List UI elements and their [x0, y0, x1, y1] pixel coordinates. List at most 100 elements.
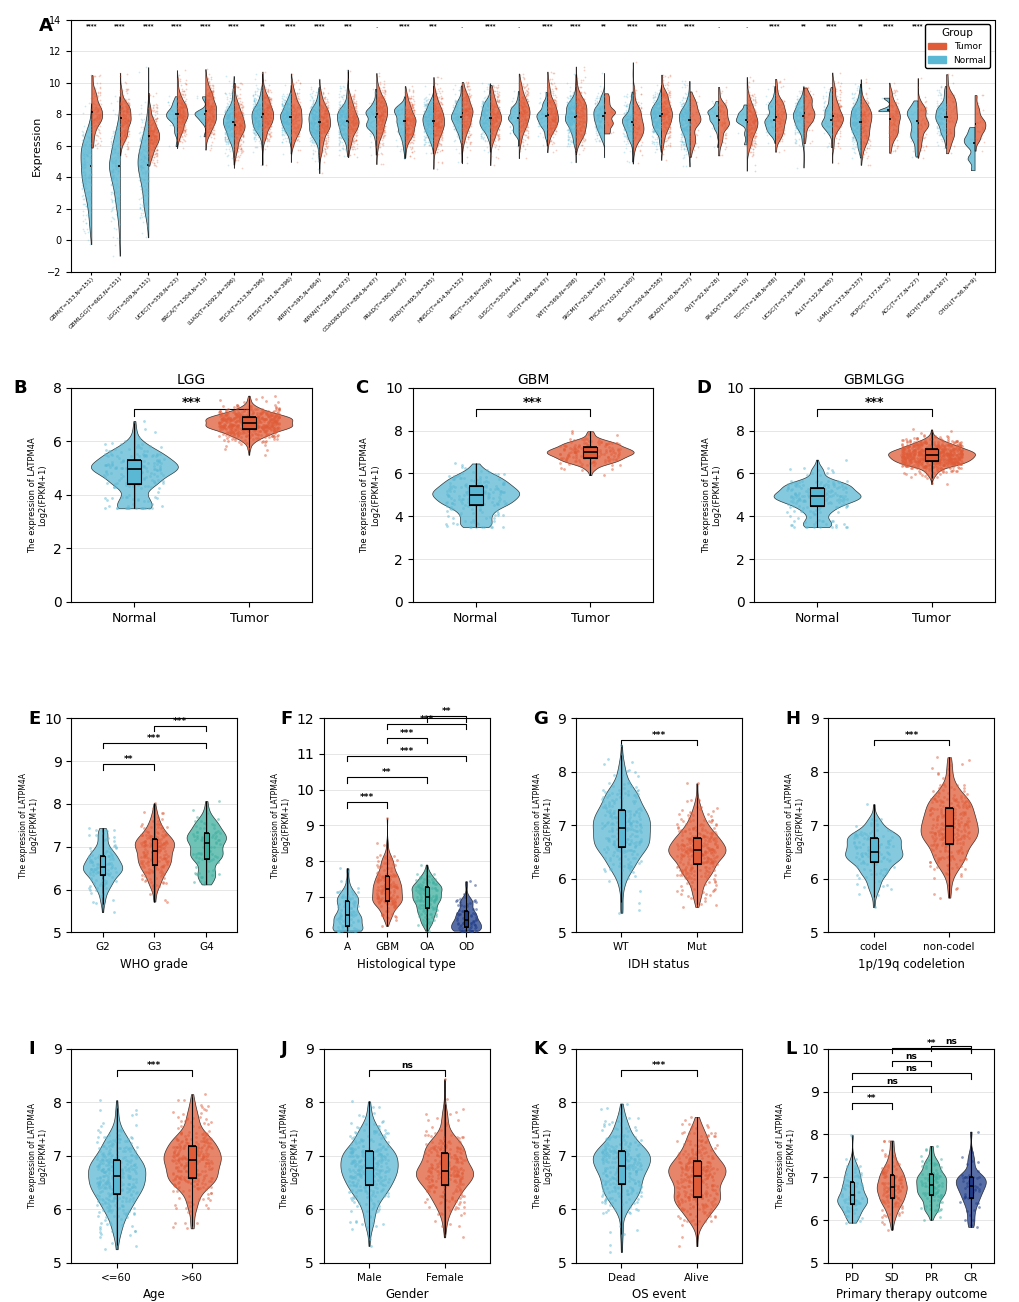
Point	[194, 867, 210, 888]
Point	[253, 122, 269, 143]
Point	[488, 118, 504, 139]
Point	[256, 115, 272, 135]
Point	[566, 134, 582, 155]
Point	[398, 128, 415, 148]
Point	[280, 109, 297, 130]
Point	[483, 78, 499, 99]
Point	[941, 806, 957, 827]
Point	[198, 102, 214, 122]
Point	[120, 477, 137, 497]
Point	[595, 838, 611, 859]
Point	[249, 120, 265, 141]
Point	[311, 107, 327, 128]
Point	[453, 92, 470, 113]
Point	[136, 206, 152, 227]
Point	[675, 107, 691, 128]
Point	[513, 94, 529, 115]
Point	[934, 444, 951, 465]
Point	[929, 448, 946, 469]
Point	[250, 111, 266, 132]
Point	[309, 113, 325, 134]
Point	[417, 120, 433, 141]
Point	[240, 406, 257, 427]
Point	[275, 112, 291, 133]
Point	[941, 94, 957, 115]
Point	[821, 116, 838, 137]
Point	[404, 142, 420, 163]
Point	[490, 99, 506, 120]
Point	[123, 1144, 140, 1165]
Point	[459, 122, 475, 143]
Point	[962, 1169, 978, 1190]
Point	[226, 411, 243, 432]
Point	[616, 1148, 633, 1169]
Point	[117, 1156, 133, 1177]
Point	[226, 124, 243, 145]
Point	[133, 117, 150, 138]
Point	[332, 103, 348, 124]
Point	[101, 1198, 117, 1219]
Point	[950, 453, 966, 474]
Point	[490, 135, 506, 156]
Point	[432, 77, 448, 98]
Point	[485, 111, 501, 132]
Point	[169, 1137, 185, 1157]
Point	[121, 1165, 138, 1186]
Point	[146, 128, 162, 148]
Point	[406, 90, 422, 111]
Point	[81, 181, 97, 202]
Point	[347, 1176, 364, 1197]
Point	[742, 115, 758, 135]
Point	[786, 129, 802, 150]
Point	[196, 1099, 212, 1120]
Point	[116, 108, 132, 129]
Point	[449, 913, 466, 934]
Point	[281, 112, 298, 133]
Point	[288, 116, 305, 137]
Point	[227, 100, 244, 121]
Point	[259, 98, 275, 118]
Point	[623, 103, 639, 124]
Point	[518, 89, 534, 109]
Point	[343, 121, 360, 142]
Point	[144, 124, 160, 145]
Point	[221, 408, 237, 428]
Point	[513, 111, 529, 132]
Point	[888, 120, 904, 141]
Point	[783, 514, 799, 535]
Point	[449, 116, 466, 137]
Point	[486, 103, 502, 124]
Point	[93, 1224, 109, 1245]
Point	[426, 126, 442, 147]
Point	[212, 400, 228, 421]
Point	[430, 108, 446, 129]
Point	[746, 133, 762, 154]
Point	[615, 112, 632, 133]
Point	[626, 129, 642, 150]
Y-axis label: Expression: Expression	[32, 116, 42, 176]
Point	[564, 439, 580, 460]
Point	[246, 105, 262, 126]
Point	[370, 65, 386, 86]
Point	[180, 1164, 197, 1185]
Point	[944, 788, 960, 809]
Point	[218, 92, 234, 113]
Point	[676, 1121, 692, 1142]
Point	[361, 1154, 377, 1174]
Point	[534, 102, 550, 122]
Point	[856, 115, 872, 135]
Point	[921, 1177, 937, 1198]
Point	[114, 458, 130, 479]
Point	[644, 105, 660, 126]
Point	[229, 102, 246, 122]
Point	[830, 471, 847, 492]
Point	[571, 113, 587, 134]
Point	[622, 105, 638, 126]
Point	[140, 115, 156, 135]
Point	[519, 117, 535, 138]
Point	[103, 211, 119, 232]
Point	[233, 434, 250, 454]
Point	[648, 105, 664, 126]
Point	[805, 491, 821, 512]
Point	[686, 1187, 702, 1208]
